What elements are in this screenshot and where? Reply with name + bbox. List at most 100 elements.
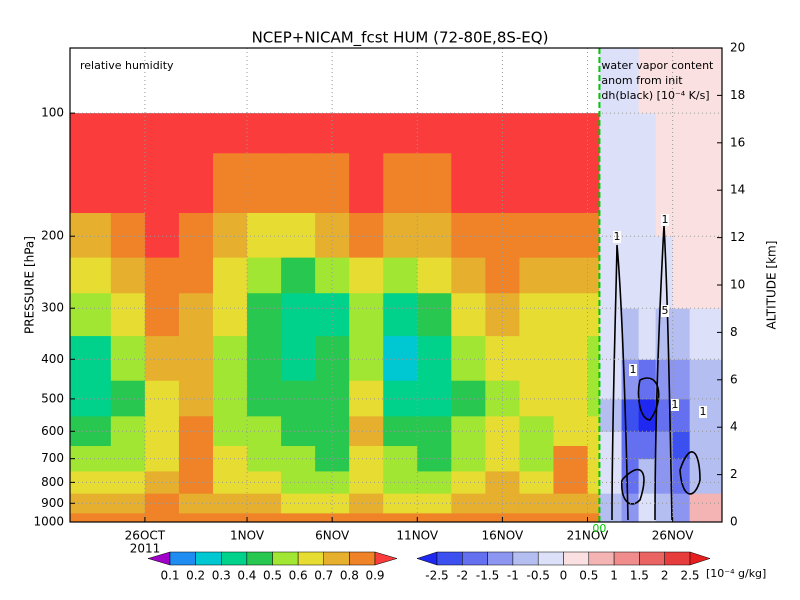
- x-tick-label: 26NOV: [652, 529, 694, 543]
- rh-cell: [451, 292, 486, 337]
- rh-cell: [587, 470, 600, 494]
- rh-cell: [315, 445, 350, 472]
- rh-cell: [247, 380, 282, 417]
- anomaly-cell: [621, 113, 640, 237]
- anomaly-cell: [621, 431, 640, 460]
- rh-cell: [315, 152, 350, 213]
- rh-cell: [383, 415, 418, 447]
- y2-tick-label: 2: [730, 467, 738, 481]
- rh-cell: [349, 113, 384, 154]
- rh-cell: [553, 113, 589, 154]
- colorbar-segment: [588, 551, 615, 566]
- rh-cell: [315, 335, 350, 381]
- rh-cell: [178, 335, 214, 381]
- y2-tick-label: 16: [730, 135, 745, 149]
- rh-cell: [247, 292, 282, 337]
- colorbar-label: 0.1: [160, 569, 179, 583]
- contour-label-bg: [699, 406, 707, 418]
- rh-cell: [212, 512, 248, 523]
- rh-cell: [315, 470, 350, 494]
- rh-cell: [349, 292, 384, 337]
- rh-cell: [451, 512, 486, 523]
- rh-cell: [110, 113, 146, 154]
- rh-cell: [178, 415, 214, 447]
- rh-cell: [349, 335, 384, 381]
- colorbar-label: 0.5: [263, 569, 282, 583]
- rh-cell: [383, 292, 418, 337]
- rh-cell: [383, 212, 418, 258]
- rh-cell: [519, 512, 554, 523]
- rh-cell: [519, 445, 554, 472]
- colorbar-label: 0.3: [212, 569, 231, 583]
- rh-cell: [178, 152, 214, 213]
- rh-cell: [383, 335, 418, 381]
- rh-cell: [451, 415, 486, 447]
- colorbar-segment: [272, 551, 299, 566]
- rh-cell: [519, 212, 554, 258]
- anomaly-cell: [689, 48, 723, 114]
- rh-cell: [383, 257, 418, 294]
- rh-cell: [553, 257, 589, 294]
- colorbar-segment: [349, 551, 376, 566]
- rh-cell: [110, 493, 146, 514]
- anomaly-cell: [621, 398, 640, 432]
- x-tick-label: 26OCT: [125, 529, 166, 543]
- rh-cell: [383, 380, 418, 417]
- contour-label-bg: [671, 399, 679, 411]
- anomaly-cell: [655, 458, 674, 494]
- rh-cell: [144, 335, 180, 381]
- contour-label: 5: [662, 304, 669, 317]
- contour-label: 1: [662, 213, 669, 226]
- rh-cell: [178, 380, 214, 417]
- rh-cell: [110, 335, 146, 381]
- rh-cell: [212, 113, 248, 154]
- anomaly-cell: [672, 308, 691, 360]
- y-tick-label: 400: [41, 352, 64, 366]
- anomaly-cell: [638, 236, 657, 309]
- colorbar-segment: [639, 551, 665, 566]
- colorbar-label: 2: [661, 569, 669, 583]
- rh-cell: [315, 292, 350, 337]
- y2-tick-label: 8: [730, 325, 738, 339]
- rh-cell: [247, 152, 282, 213]
- colorbar-label: 0.9: [365, 569, 384, 583]
- y-axis-title: PRESSURE [hPa]: [23, 236, 37, 334]
- rh-cell: [212, 257, 248, 294]
- anomaly-cell: [655, 431, 674, 460]
- y-tick-label: 700: [41, 451, 64, 465]
- rh-cell: [110, 470, 146, 494]
- anomaly-cell: [672, 458, 691, 494]
- rh-cell: [587, 212, 600, 258]
- colorbar-segment: [436, 551, 463, 566]
- rh-cell: [281, 152, 316, 213]
- y-tick-label: 1000: [33, 515, 64, 529]
- rh-cell: [70, 257, 112, 294]
- rh-cell: [247, 257, 282, 294]
- rh-cell: [110, 212, 146, 258]
- anomaly-cell: [655, 113, 674, 237]
- rh-cell: [519, 257, 554, 294]
- anomaly-cell: [672, 493, 691, 523]
- rh-cell: [281, 257, 316, 294]
- anomaly-cell: [599, 398, 623, 432]
- anomaly-cell: [655, 493, 674, 523]
- y2-tick-label: 20: [730, 41, 745, 55]
- rh-cell: [485, 152, 520, 213]
- rh-cell: [451, 335, 486, 381]
- rh-cell: [178, 493, 214, 514]
- colorbar-label: 0: [560, 569, 568, 583]
- panel-annotation: water vapor content: [601, 59, 714, 72]
- rh-cell: [519, 493, 554, 514]
- rh-cell: [587, 292, 600, 337]
- x-tick-label: 11NOV: [396, 529, 438, 543]
- colorbar-label: -1.5: [476, 569, 499, 583]
- contour-label-bg: [629, 364, 637, 376]
- rh-cell: [485, 212, 520, 258]
- rh-cell: [247, 470, 282, 494]
- rh-cell: [144, 212, 180, 258]
- colorbar-label: -0.5: [526, 569, 549, 583]
- anomaly-cell: [599, 493, 623, 523]
- x-tick-label: 16NOV: [482, 529, 524, 543]
- anomaly-cell: [689, 236, 723, 309]
